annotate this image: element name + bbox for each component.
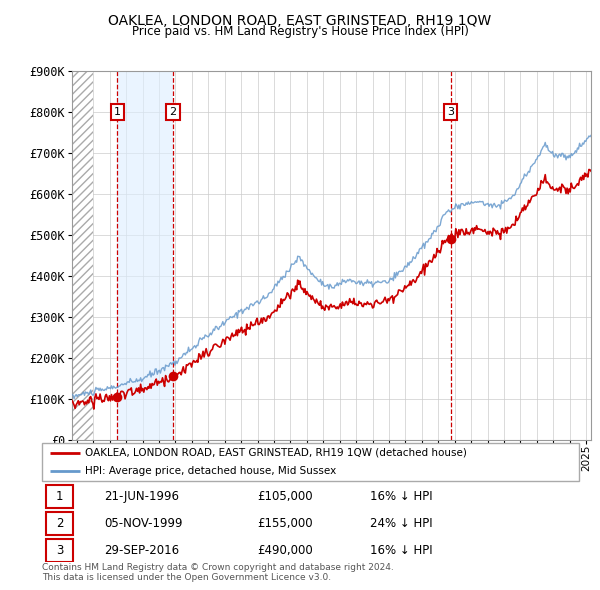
Text: 1: 1 <box>56 490 64 503</box>
FancyBboxPatch shape <box>46 512 73 535</box>
Text: OAKLEA, LONDON ROAD, EAST GRINSTEAD, RH19 1QW: OAKLEA, LONDON ROAD, EAST GRINSTEAD, RH1… <box>109 14 491 28</box>
Text: £490,000: £490,000 <box>257 544 313 557</box>
Text: Contains HM Land Registry data © Crown copyright and database right 2024.
This d: Contains HM Land Registry data © Crown c… <box>42 563 394 582</box>
Text: 3: 3 <box>56 544 64 557</box>
Text: HPI: Average price, detached house, Mid Sussex: HPI: Average price, detached house, Mid … <box>85 466 336 476</box>
Text: OAKLEA, LONDON ROAD, EAST GRINSTEAD, RH19 1QW (detached house): OAKLEA, LONDON ROAD, EAST GRINSTEAD, RH1… <box>85 448 467 458</box>
Text: 3: 3 <box>447 107 454 117</box>
Text: 05-NOV-1999: 05-NOV-1999 <box>104 517 182 530</box>
Text: 2: 2 <box>169 107 176 117</box>
Text: 24% ↓ HPI: 24% ↓ HPI <box>370 517 432 530</box>
FancyBboxPatch shape <box>46 485 73 507</box>
FancyBboxPatch shape <box>42 442 579 481</box>
FancyBboxPatch shape <box>46 539 73 562</box>
Text: Price paid vs. HM Land Registry's House Price Index (HPI): Price paid vs. HM Land Registry's House … <box>131 25 469 38</box>
Text: 2: 2 <box>56 517 64 530</box>
Text: 1: 1 <box>114 107 121 117</box>
Text: 16% ↓ HPI: 16% ↓ HPI <box>370 544 432 557</box>
Text: £105,000: £105,000 <box>257 490 313 503</box>
Text: £155,000: £155,000 <box>257 517 313 530</box>
Text: 21-JUN-1996: 21-JUN-1996 <box>104 490 179 503</box>
Text: 16% ↓ HPI: 16% ↓ HPI <box>370 490 432 503</box>
Text: 29-SEP-2016: 29-SEP-2016 <box>104 544 179 557</box>
Bar <box>118 71 173 440</box>
